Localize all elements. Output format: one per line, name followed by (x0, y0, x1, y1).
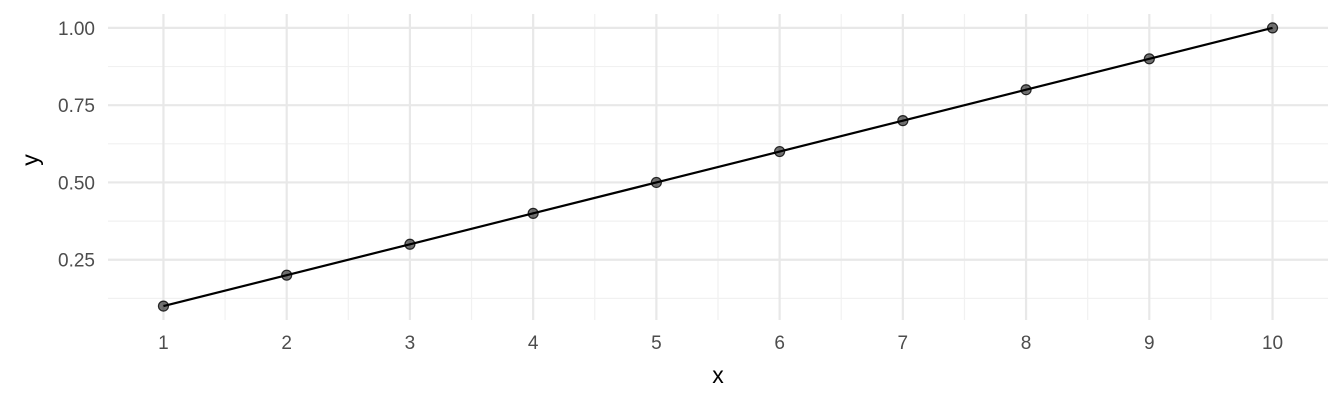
y-axis-title: y (17, 154, 43, 166)
data-point (1266, 22, 1279, 34)
x-tick-label: 9 (1144, 333, 1155, 354)
x-tick-label: 10 (1262, 333, 1283, 354)
x-tick-label: 8 (1021, 333, 1032, 354)
y-axis-ticks: 0.25 0.50 0.75 1.00 (58, 19, 95, 272)
data-point (650, 176, 662, 189)
y-tick-label: 0.75 (58, 96, 95, 117)
data-point (897, 115, 909, 127)
x-axis-ticks: 1 2 3 4 5 6 7 8 9 10 (158, 333, 1283, 354)
x-tick-label: 1 (158, 333, 169, 354)
series-line (163, 26, 1273, 308)
data-point (774, 145, 786, 158)
y-tick-label: 0.50 (58, 173, 95, 194)
data-point (404, 238, 416, 250)
y-tick-label: 1.00 (58, 19, 95, 40)
data-point (1143, 53, 1155, 65)
y-tick-label: 0.25 (58, 251, 95, 272)
data-point (157, 300, 170, 312)
x-tick-label: 2 (281, 333, 292, 354)
x-axis-title: x (712, 362, 724, 388)
series-layer (163, 26, 1273, 308)
data-point (527, 207, 539, 219)
x-tick-label: 6 (774, 333, 785, 354)
x-tick-label: 3 (405, 333, 416, 354)
data-point (281, 269, 293, 281)
x-tick-label: 7 (898, 333, 909, 354)
major-gridlines (108, 14, 1328, 320)
points-layer (157, 22, 1279, 312)
data-point (1020, 84, 1032, 96)
x-tick-label: 5 (651, 333, 662, 354)
x-tick-label: 4 (528, 333, 539, 354)
